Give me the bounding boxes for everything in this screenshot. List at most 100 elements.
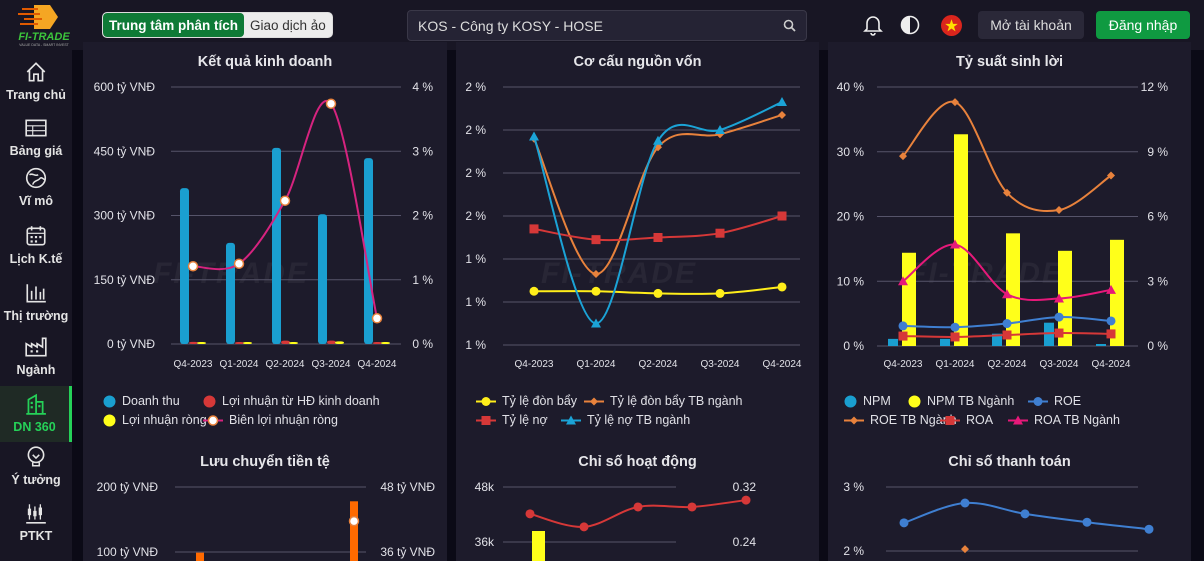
legend-item[interactable]: ROA TB Ngành <box>1008 413 1120 427</box>
data-point[interactable] <box>279 195 291 206</box>
data-point[interactable] <box>525 509 535 519</box>
data-point[interactable] <box>529 286 539 296</box>
sidebar-item-th-tr-ng[interactable]: Thị trường <box>0 281 72 323</box>
data-point[interactable] <box>1082 517 1092 527</box>
data-point[interactable] <box>1002 330 1012 340</box>
sidebar-item-l-ch-k-t-[interactable]: Lịch K.tế <box>0 224 72 266</box>
legend-item[interactable]: Tỷ lệ đòn bẩy <box>476 394 577 408</box>
data-point[interactable] <box>898 321 908 331</box>
bar[interactable] <box>272 147 281 344</box>
bar[interactable] <box>189 341 198 344</box>
data-point[interactable] <box>233 258 245 269</box>
data-point[interactable] <box>579 522 589 532</box>
data-point[interactable] <box>529 131 539 141</box>
data-point[interactable] <box>961 545 969 554</box>
data-point[interactable] <box>1107 171 1115 180</box>
legend-item[interactable]: NPM TB Ngành <box>908 394 1014 408</box>
bar[interactable] <box>226 242 235 344</box>
legend-item[interactable]: Doanh thu <box>103 394 180 408</box>
data-point[interactable] <box>898 276 908 286</box>
bar[interactable] <box>327 340 336 344</box>
legend-item[interactable]: Lợi nhuận từ HĐ kinh doanh <box>203 394 380 408</box>
data-point[interactable] <box>715 228 725 238</box>
data-point[interactable] <box>529 224 539 234</box>
data-point[interactable] <box>187 261 199 272</box>
legend-item[interactable]: ROE TB Ngành <box>844 413 957 427</box>
data-point[interactable] <box>1106 284 1116 294</box>
data-point[interactable] <box>633 502 643 512</box>
bar[interactable] <box>940 338 950 346</box>
data-point[interactable] <box>778 110 786 119</box>
vietnam-flag-icon[interactable] <box>941 15 962 36</box>
bar[interactable] <box>281 340 290 344</box>
data-point[interactable] <box>777 97 787 107</box>
bar[interactable] <box>289 342 298 344</box>
tab-analysis-center[interactable]: Trung tâm phân tích <box>103 13 245 37</box>
bar[interactable] <box>532 531 545 561</box>
legend-item[interactable]: Lợi nhuận ròng <box>103 413 207 427</box>
search-icon[interactable] <box>783 19 796 32</box>
data-point[interactable] <box>950 322 960 332</box>
stock-search-input[interactable]: KOS - Công ty KOSY - HOSE <box>407 10 807 41</box>
contrast-icon[interactable] <box>900 15 920 35</box>
data-point[interactable] <box>960 498 970 508</box>
data-point[interactable] <box>1144 524 1154 534</box>
fi-trade-logo[interactable]: FI-TRADE VALUE DATA - SMART INVEST <box>4 3 84 47</box>
legend-item[interactable]: ROA <box>940 413 993 427</box>
data-point[interactable] <box>371 313 383 324</box>
sidebar-item-b-ng-gi-[interactable]: Bảng giá <box>0 116 72 158</box>
data-point[interactable] <box>898 331 908 341</box>
data-point[interactable] <box>1003 188 1011 197</box>
bar[interactable] <box>1044 322 1054 346</box>
bar[interactable] <box>350 501 358 561</box>
data-point[interactable] <box>777 282 787 292</box>
data-point[interactable] <box>653 233 663 242</box>
data-point[interactable] <box>591 286 601 296</box>
legend-item[interactable]: Tỷ lệ nợ TB ngành <box>561 413 690 427</box>
sidebar-item-trang-ch-[interactable]: Trang chủ <box>0 60 72 102</box>
data-point[interactable] <box>653 135 663 145</box>
data-point[interactable] <box>715 288 725 298</box>
data-point[interactable] <box>653 288 663 298</box>
data-point[interactable] <box>591 235 601 245</box>
data-point[interactable] <box>348 515 360 527</box>
legend-item[interactable]: Tỷ lệ đòn bẩy TB ngành <box>584 394 743 408</box>
bar[interactable] <box>243 342 252 344</box>
tab-virtual-trading[interactable]: Giao dịch ảo <box>250 18 326 33</box>
bar[interactable] <box>180 188 189 344</box>
data-point[interactable] <box>1054 328 1064 338</box>
sidebar-item-dn-360[interactable]: DN 360 <box>0 386 72 442</box>
data-point[interactable] <box>1002 289 1012 299</box>
sidebar-item--t-ng[interactable]: Ý tưởng <box>0 445 72 487</box>
data-point[interactable] <box>777 211 787 221</box>
bar[interactable] <box>196 552 204 561</box>
bar[interactable] <box>197 342 206 344</box>
bar[interactable] <box>364 158 373 344</box>
bar[interactable] <box>373 342 382 344</box>
data-point[interactable] <box>1020 509 1030 519</box>
legend-item[interactable]: NPM <box>844 394 891 408</box>
sidebar-item-ptkt[interactable]: PTKT <box>0 501 72 543</box>
data-point[interactable] <box>687 502 697 512</box>
data-point[interactable] <box>715 125 725 134</box>
login-button[interactable]: Đăng nhập <box>1096 11 1190 39</box>
bar[interactable] <box>954 134 968 346</box>
legend-item[interactable]: Tỷ lệ nợ <box>476 413 548 427</box>
data-point[interactable] <box>1106 316 1116 326</box>
data-point[interactable] <box>1054 293 1064 303</box>
data-point[interactable] <box>899 518 909 528</box>
data-point[interactable] <box>592 270 600 279</box>
data-point[interactable] <box>951 98 959 107</box>
bar[interactable] <box>1096 344 1106 346</box>
bar[interactable] <box>235 342 244 344</box>
sidebar-item-ng-nh[interactable]: Ngành <box>0 335 72 377</box>
data-point[interactable] <box>1002 319 1012 329</box>
bell-icon[interactable] <box>863 14 883 36</box>
data-point[interactable] <box>591 318 601 328</box>
legend-item[interactable]: ROE <box>1028 394 1081 408</box>
data-point[interactable] <box>950 332 960 342</box>
bar[interactable] <box>335 341 344 344</box>
bar[interactable] <box>318 214 327 344</box>
data-point[interactable] <box>899 152 907 161</box>
data-point[interactable] <box>741 495 751 505</box>
